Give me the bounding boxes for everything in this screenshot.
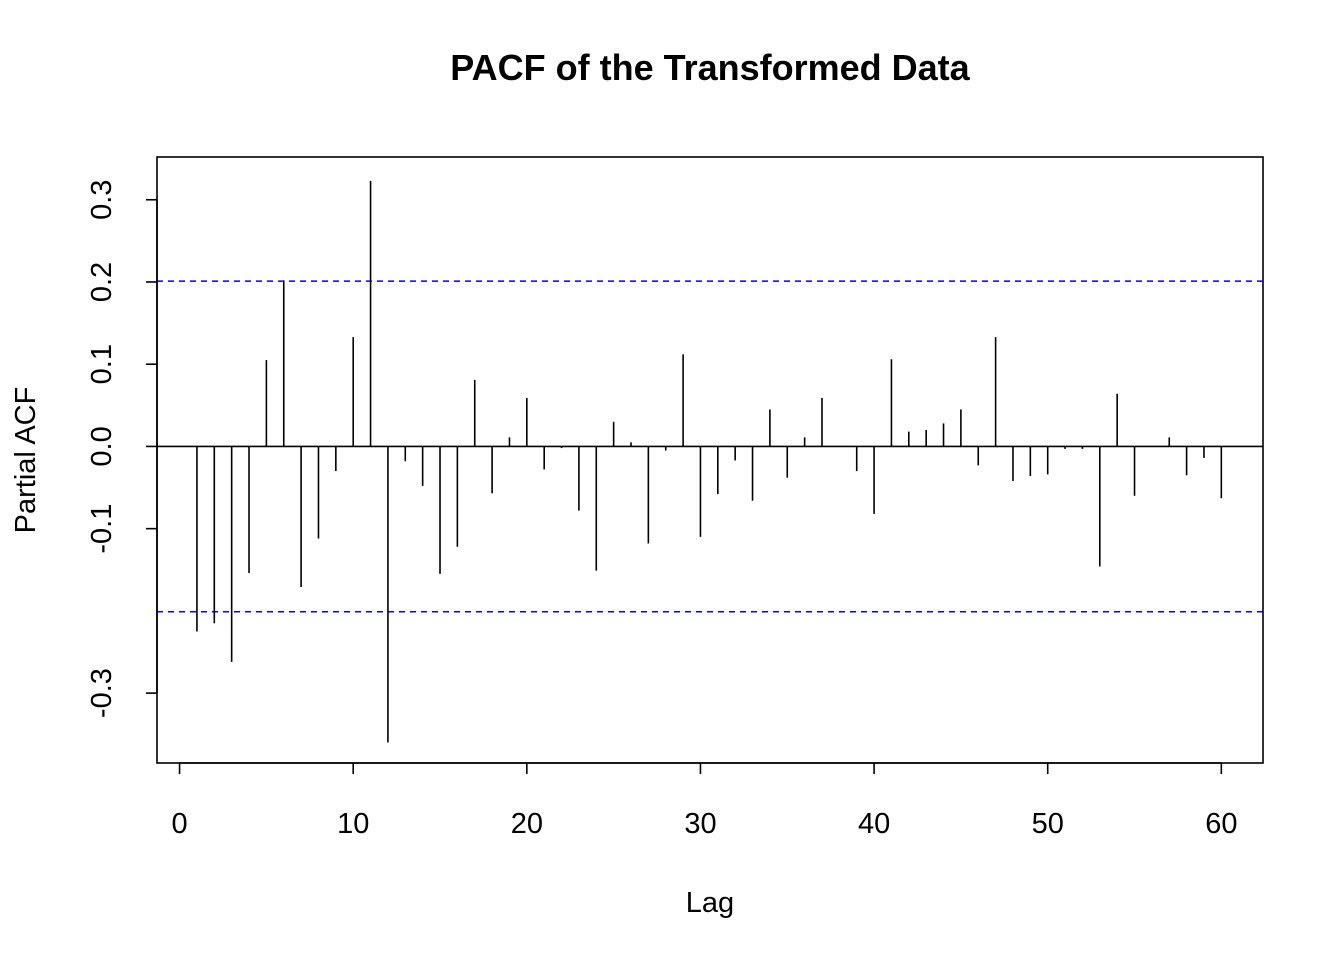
x-tick-label: 60 (1205, 808, 1237, 840)
x-tick-label: 10 (337, 808, 369, 840)
y-axis-label: Partial ACF (10, 387, 42, 534)
x-tick-label: 0 (172, 808, 188, 840)
x-tick-label: 40 (858, 808, 890, 840)
y-tick-label: 0.2 (86, 262, 118, 302)
y-tick-label: 0.0 (86, 426, 118, 466)
y-axis: -0.3 -0.1 0.0 0.1 0.2 0.3 (86, 180, 158, 718)
x-axis-label: Lag (686, 887, 734, 919)
plot-box (156, 156, 1264, 764)
confidence-bounds-layer (157, 280, 1263, 613)
x-tick-label: 30 (684, 808, 716, 840)
y-tick-label: 0.1 (86, 344, 118, 384)
pacf-bars-layer (196, 180, 1223, 743)
x-tick-label: 50 (1032, 808, 1064, 840)
x-tick-label: 20 (511, 808, 543, 840)
x-axis: 0 10 20 30 40 50 60 (172, 762, 1237, 840)
y-tick-label: 0.3 (86, 180, 118, 220)
y-tick-label: -0.3 (86, 668, 118, 718)
y-tick-label: -0.1 (86, 504, 118, 554)
chart-title: PACF of the Transformed Data (450, 47, 970, 88)
